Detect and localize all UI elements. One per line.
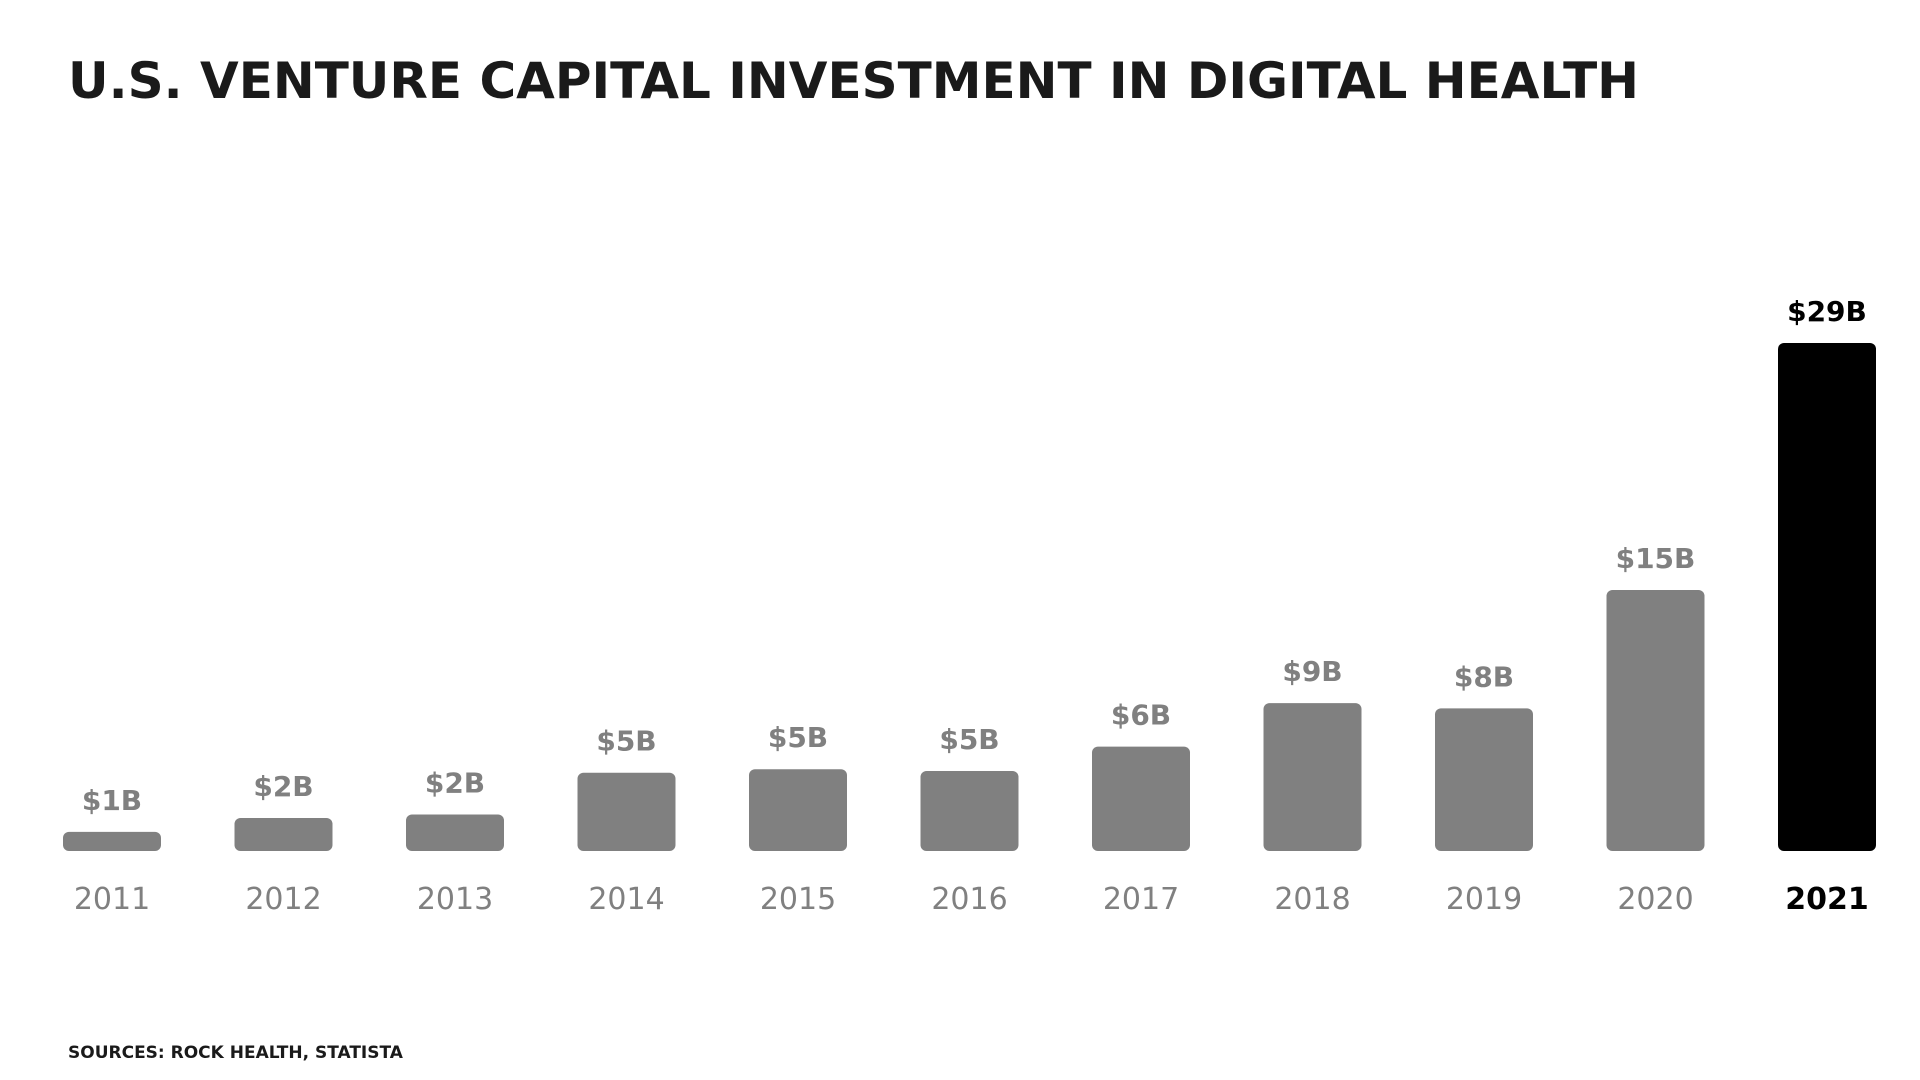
x-tick-label-2013: 2013 (417, 882, 493, 917)
data-label-2018: $9B (1282, 655, 1342, 688)
bar-2018 (1263, 703, 1362, 851)
x-tick-label-2021: 2021 (1785, 882, 1869, 917)
data-label-2021: $29B (1787, 295, 1867, 328)
data-label-2014: $5B (596, 725, 656, 758)
bar-2016 (920, 770, 1019, 851)
source-note: Sources: Rock Health, Statista (68, 1043, 403, 1063)
chart-title: U.S. Venture Capital Investment in Digit… (68, 52, 1640, 110)
x-tick-label-2016: 2016 (931, 882, 1007, 917)
bar-2011 (63, 831, 161, 851)
x-tick-label-2012: 2012 (245, 882, 321, 917)
x-tick-label-2015: 2015 (760, 882, 836, 917)
data-label-2011: $1B (82, 784, 142, 817)
data-label-2012: $2B (253, 770, 313, 803)
data-label-2019: $8B (1454, 660, 1514, 693)
bar-2017 (1092, 746, 1190, 851)
bar-2021 (1778, 343, 1876, 851)
bar-2013 (406, 814, 504, 851)
data-label-2020: $15B (1616, 542, 1696, 575)
bar-2019 (1435, 708, 1533, 851)
bar-2012 (234, 817, 333, 851)
data-label-2016: $5B (939, 723, 999, 756)
data-label-2015: $5B (768, 721, 828, 754)
data-label-2013: $2B (425, 766, 485, 799)
bar-2015 (749, 769, 847, 851)
bar-2014 (577, 772, 676, 851)
x-tick-label-2019: 2019 (1446, 882, 1522, 917)
data-label-2017: $6B (1111, 699, 1171, 732)
x-tick-label-2011: 2011 (74, 882, 150, 917)
x-tick-label-2014: 2014 (588, 882, 664, 917)
x-tick-label-2018: 2018 (1274, 882, 1350, 917)
x-tick-label-2017: 2017 (1103, 882, 1179, 917)
bar-2020 (1606, 590, 1705, 851)
x-tick-label-2020: 2020 (1617, 882, 1693, 917)
